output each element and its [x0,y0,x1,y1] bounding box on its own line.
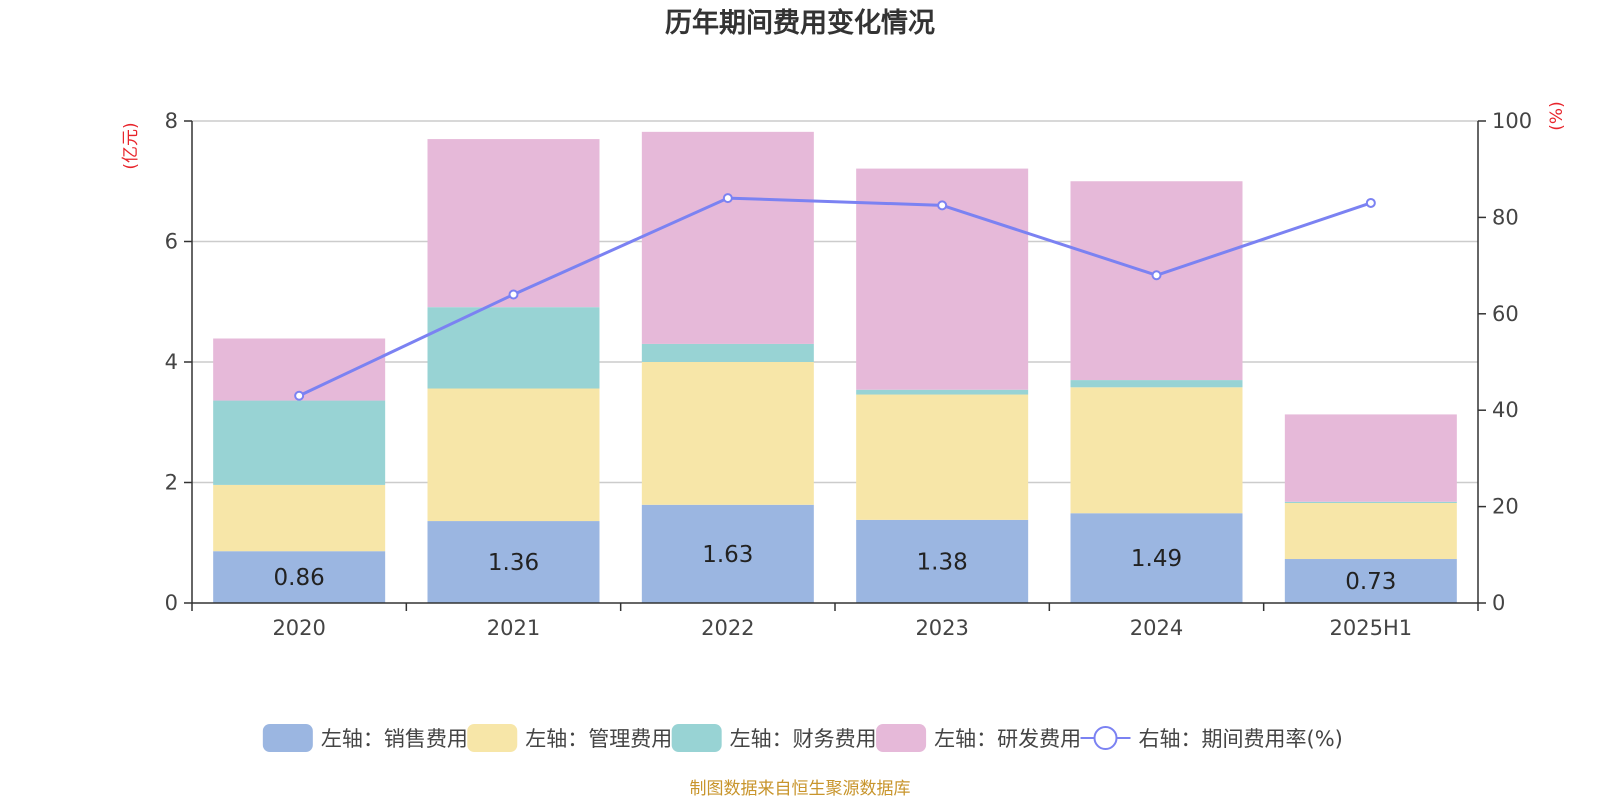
bar-segment-s0-2020 [213,551,386,603]
bar-segment-s1-2021 [427,388,600,522]
bar-segment-s0-2025H1 [1284,559,1457,603]
x-tick-label: 2020 [272,616,325,640]
right-tick-label: 100 [1492,109,1532,133]
x-tick-label: 2022 [701,616,754,640]
bar-segment-s3-2021 [427,139,600,308]
rate-line-path [298,196,1372,398]
left-axis-unit: (亿元) [121,122,141,169]
legend-label: 左轴：管理费用 [525,727,672,751]
bar-segment-s1-2022 [641,362,814,505]
bar-segment-s1-2024 [1070,387,1243,514]
bar-segment-s2-2022 [641,343,814,362]
legend-swatch [876,724,927,752]
right-tick-label: 20 [1492,495,1519,519]
left-tick-label: 4 [165,350,178,374]
data-label: 1.36 [488,550,539,576]
data-label: 1.38 [917,549,968,575]
left-tick-label: 6 [165,230,178,254]
gridlines [192,120,1478,484]
x-tick-label: 2025H1 [1330,616,1413,640]
legend-label: 右轴：期间费用率(%) [1139,727,1343,751]
bar-segment-s1-2020 [213,484,386,552]
bar-segment-s3-2024 [1070,181,1243,381]
bar-segment-s1-2025H1 [1284,502,1457,560]
legend-swatch [467,724,518,752]
right-tick-label: 40 [1492,398,1519,422]
rate-line [294,193,1376,401]
bar-segment-s2-2021 [427,307,600,389]
legend-item[interactable]: 左轴：管理费用 [467,724,672,752]
x-tick-label: 2021 [487,616,540,640]
data-label: 0.86 [274,565,325,591]
bars [213,131,1457,603]
bar-segment-s1-2023 [856,394,1029,520]
right-tick-label: 0 [1492,591,1505,615]
right-tick-label: 60 [1492,302,1519,326]
rate-point [1151,270,1162,281]
x-tick-label: 2024 [1130,616,1183,640]
rate-point [1365,197,1376,208]
legend-item[interactable]: 右轴：期间费用率(%) [1080,726,1343,751]
left-tick-label: 2 [165,471,178,495]
x-tick-label: 2023 [915,616,968,640]
legend-item[interactable]: 左轴：销售费用 [262,724,468,752]
left-tick-label: 8 [165,109,178,133]
data-label: 1.49 [1131,546,1182,572]
source-note: 制图数据来自恒生聚源数据库 [690,779,911,799]
bar-segment-s0-2022 [641,504,814,603]
data-label: 0.73 [1345,569,1396,595]
bar-segment-s3-2025H1 [1284,414,1457,502]
bar-segment-s2-2025H1 [1284,501,1457,503]
data-label: 1.63 [702,542,753,568]
bar-segment-s2-2020 [213,400,386,485]
bar-segment-s0-2023 [856,519,1029,603]
legend-circle-icon [1093,726,1118,750]
rate-point [508,289,519,300]
legend: 左轴：销售费用 左轴：管理费用 左轴：财务费用 左轴：研发费用 右轴：期间费用率(%) [262,724,1343,752]
legend-item[interactable]: 左轴：财务费用 [671,724,877,752]
rate-point [722,193,733,204]
bar-segment-s0-2024 [1070,513,1243,603]
rate-point [937,200,948,211]
legend-swatch [671,724,722,752]
right-tick-label: 80 [1492,205,1519,229]
legend-swatch [262,724,313,752]
rate-point [294,390,305,401]
legend-label: 左轴：财务费用 [730,727,877,751]
chart-title: 历年期间费用变化情况 [665,7,935,39]
bar-segment-s0-2021 [427,521,600,603]
bar-segment-s3-2022 [641,131,814,344]
legend-item[interactable]: 左轴：研发费用 [876,724,1081,752]
legend-label: 左轴：销售费用 [321,727,468,751]
bar-segment-s2-2024 [1070,380,1243,388]
bar-segment-s2-2023 [856,389,1029,395]
legend-label: 左轴：研发费用 [934,727,1081,751]
data-labels: 0.86 1.36 1.63 1.38 1.49 0.73 [274,542,1397,595]
left-tick-label: 0 [165,591,178,615]
right-axis-unit: (%) [1547,101,1567,130]
